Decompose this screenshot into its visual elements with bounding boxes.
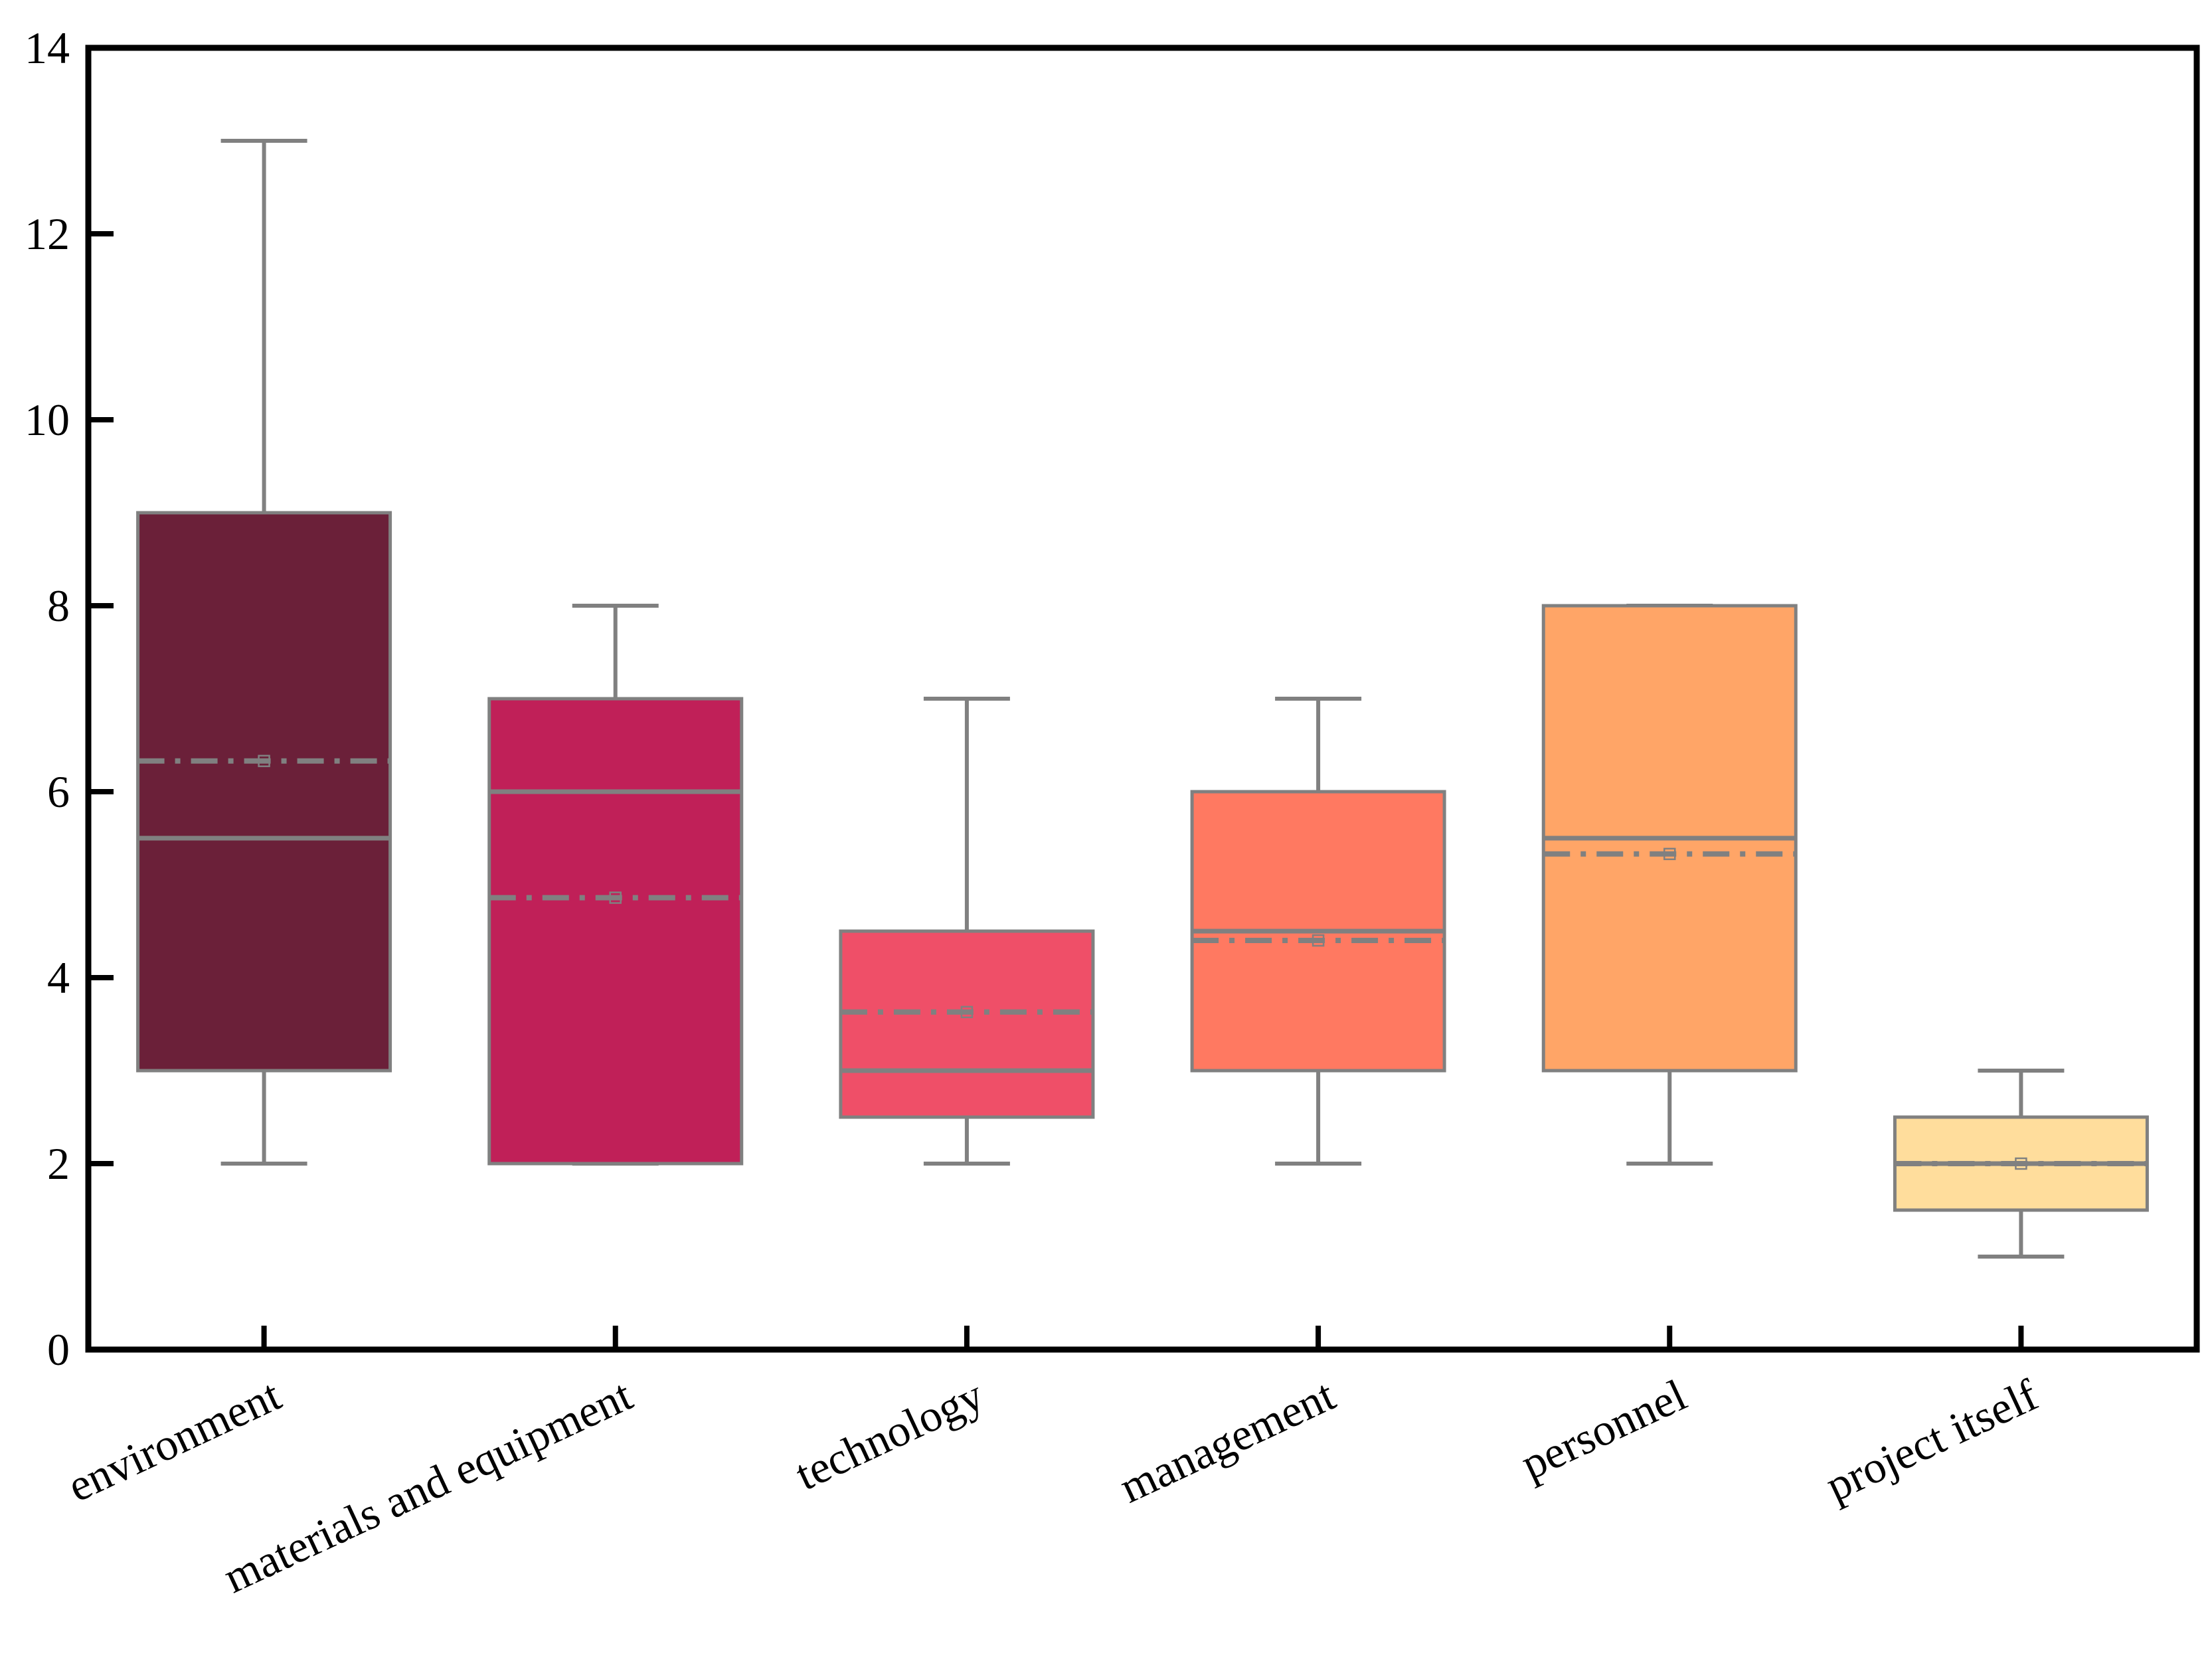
- y-tick-label: 6: [47, 766, 70, 817]
- mean-marker-technology: [960, 1006, 974, 1019]
- y-tick-label: 0: [47, 1324, 70, 1375]
- mean-marker-materials-and-equipment: [609, 891, 622, 904]
- box-environment: [136, 511, 392, 1073]
- mean-marker-environment: [258, 754, 270, 768]
- plot-frame: [85, 44, 2200, 1353]
- y-tick-label: 8: [47, 580, 70, 631]
- box-group-technology: [839, 697, 1095, 1166]
- mean-marker-management: [1312, 934, 1325, 947]
- y-tick-label: 2: [47, 1138, 70, 1189]
- y-tick-label: 10: [25, 395, 70, 445]
- axis-layer: [85, 44, 2200, 1353]
- y-tick-label: 12: [25, 209, 70, 259]
- box-group-personnel: [1541, 604, 1798, 1166]
- box-technology: [839, 929, 1095, 1119]
- box-group-project-itself: [1893, 1069, 2149, 1259]
- x-category-label: project itself: [1818, 1370, 2045, 1511]
- mean-marker-personnel: [1663, 847, 1676, 861]
- box-group-environment: [136, 139, 392, 1166]
- mean-marker-project-itself: [2015, 1157, 2027, 1170]
- box-group-management: [1190, 697, 1446, 1166]
- x-category-label: personnel: [1513, 1370, 1694, 1490]
- y-tick-label: 4: [47, 952, 70, 1003]
- box-materials-and-equipment: [487, 697, 744, 1166]
- x-category-label: management: [1112, 1370, 1342, 1513]
- x-category-label: technology: [788, 1370, 991, 1500]
- boxes-layer: [136, 139, 2149, 1259]
- x-category-label: environment: [60, 1370, 288, 1512]
- y-tick-label: 14: [25, 23, 70, 73]
- box-group-materials-and-equipment: [487, 604, 744, 1166]
